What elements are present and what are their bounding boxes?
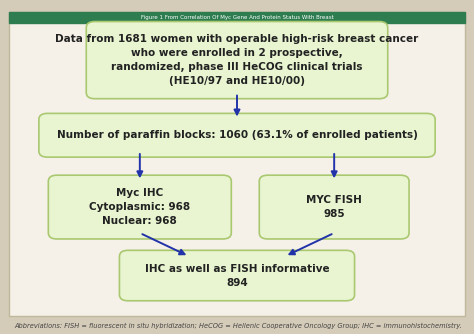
FancyBboxPatch shape: [259, 175, 409, 239]
Text: Number of paraffin blocks: 1060 (63.1% of enrolled patients): Number of paraffin blocks: 1060 (63.1% o…: [56, 130, 418, 140]
Text: Data from 1681 women with operable high-risk breast cancer
who were enrolled in : Data from 1681 women with operable high-…: [55, 34, 419, 86]
FancyBboxPatch shape: [9, 12, 465, 316]
Text: IHC as well as FISH informative
894: IHC as well as FISH informative 894: [145, 264, 329, 288]
Bar: [9, 12, 465, 23]
Text: Figure 1 From Correlation Of Myc Gene And Protein Status With Breast: Figure 1 From Correlation Of Myc Gene An…: [141, 15, 333, 20]
FancyBboxPatch shape: [86, 22, 388, 99]
FancyBboxPatch shape: [48, 175, 231, 239]
Text: Myc IHC
Cytoplasmic: 968
Nuclear: 968: Myc IHC Cytoplasmic: 968 Nuclear: 968: [89, 188, 191, 226]
FancyBboxPatch shape: [39, 113, 435, 157]
Text: MYC FISH
985: MYC FISH 985: [306, 195, 362, 219]
FancyBboxPatch shape: [119, 250, 355, 301]
Text: Abbreviations: FISH = fluorescent in situ hybridization; HeCOG = Hellenic Cooper: Abbreviations: FISH = fluorescent in sit…: [14, 323, 462, 329]
